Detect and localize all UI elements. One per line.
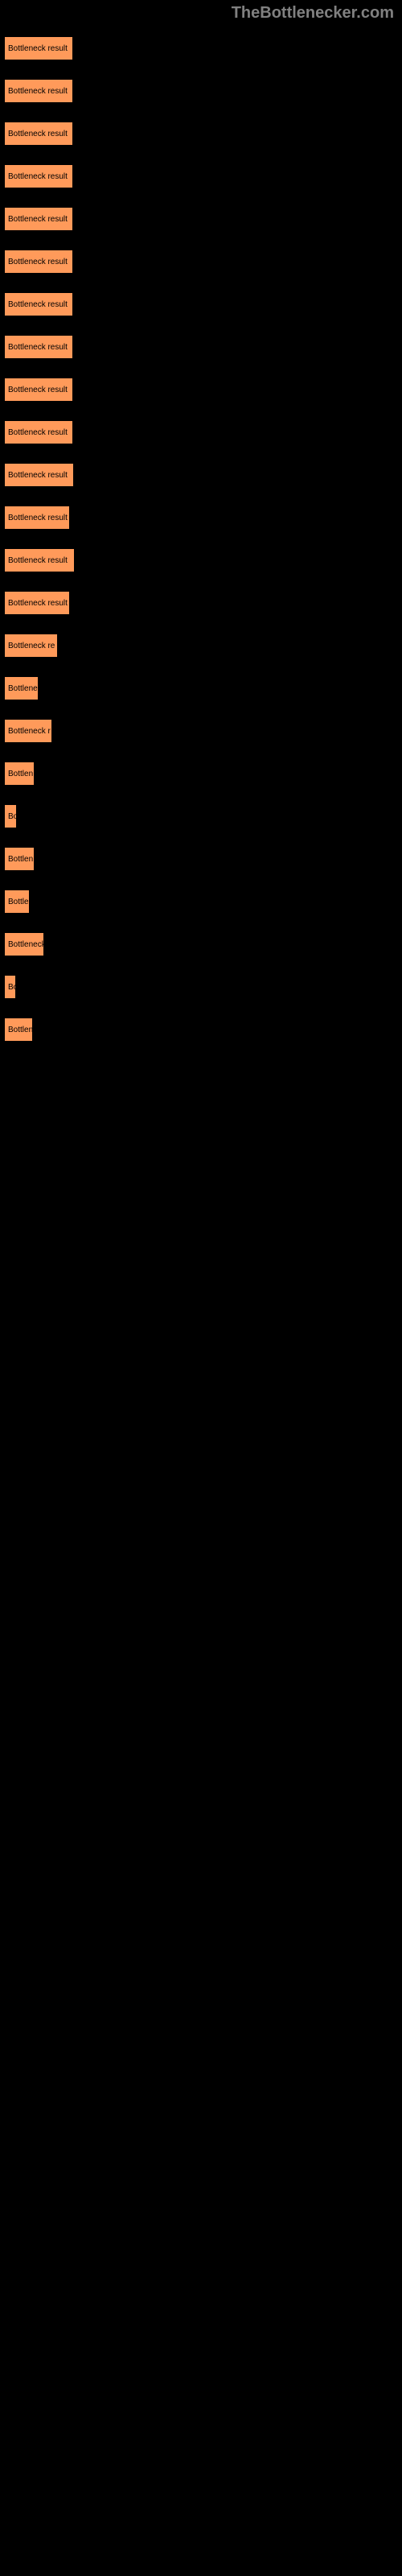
- chart-bar: Bottleneck result: [4, 420, 73, 444]
- bar-chart: Bottleneck result Bottleneck result Bottle…: [0, 36, 402, 1042]
- bar-label: Bottleneck result: [8, 514, 68, 522]
- chart-bar: Bottleneck: [4, 932, 44, 956]
- bar-label: Bottleneck result: [8, 300, 68, 309]
- site-header: TheBottlenecker.com: [232, 4, 394, 23]
- chart-bar: Bo: [4, 804, 17, 828]
- chart-bar: Bottleneck result: [4, 591, 70, 615]
- chart-bar: Bottlen: [4, 1018, 33, 1042]
- bar-row: Bottleneck result: [4, 292, 402, 316]
- chart-bar: Bottleneck result: [4, 79, 73, 103]
- bar-row: Bottleneck result: [4, 420, 402, 444]
- chart-bar: Bott: [4, 975, 16, 999]
- bar-row: Bottleneck result: [4, 463, 402, 487]
- bar-label: Bottleneck re: [8, 642, 55, 650]
- bar-row: Bottleneck result: [4, 122, 402, 146]
- bar-row: Bo: [4, 804, 402, 828]
- chart-bar: Bottleneck result: [4, 378, 73, 402]
- bar-row: Bottlen: [4, 1018, 402, 1042]
- chart-bar: Bottleneck result: [4, 122, 73, 146]
- bar-label: Bottlen: [8, 855, 33, 864]
- bar-label: Bottle: [8, 898, 29, 906]
- bar-label: Bottleneck result: [8, 172, 68, 181]
- bar-label: Bo: [8, 812, 17, 821]
- chart-bar: Bottleneck result: [4, 463, 74, 487]
- chart-bar: Bottlen: [4, 762, 35, 786]
- bar-label: Bottleneck result: [8, 258, 68, 266]
- bar-row: Bottlen: [4, 847, 402, 871]
- chart-bar: Bottleneck result: [4, 506, 70, 530]
- bar-row: Bottleneck result: [4, 506, 402, 530]
- bar-label: Bottleneck result: [8, 471, 68, 480]
- bar-label: Bottleneck result: [8, 599, 68, 608]
- chart-bar: Bottleneck result: [4, 36, 73, 60]
- bar-label: Bottleneck result: [8, 556, 68, 565]
- bar-row: Bottleneck result: [4, 164, 402, 188]
- bar-label: Bottleneck result: [8, 215, 68, 224]
- bar-row: Bottle: [4, 890, 402, 914]
- bar-label: Bottleneck: [8, 940, 44, 949]
- bar-label: Bottleneck result: [8, 44, 68, 53]
- bar-row: Bottleneck result: [4, 250, 402, 274]
- bar-row: Bottlen: [4, 762, 402, 786]
- bar-row: Bottleneck result: [4, 79, 402, 103]
- bar-label: Bott: [8, 983, 16, 992]
- chart-bar: Bottle: [4, 890, 30, 914]
- bar-label: Bottleneck result: [8, 130, 68, 138]
- bar-label: Bottlen: [8, 1026, 33, 1034]
- bar-label: Bottleneck result: [8, 87, 68, 96]
- bar-row: Bottleneck result: [4, 335, 402, 359]
- bar-row: Bottleneck r: [4, 719, 402, 743]
- chart-bar: Bottleneck result: [4, 164, 73, 188]
- bar-row: Bottleneck result: [4, 591, 402, 615]
- chart-bar: Bottleneck result: [4, 207, 73, 231]
- bar-row: Bottleneck result: [4, 207, 402, 231]
- bar-row: Bottleneck result: [4, 36, 402, 60]
- chart-bar: Bottleneck result: [4, 292, 73, 316]
- bar-label: Bottlene: [8, 684, 38, 693]
- bar-label: Bottlen: [8, 770, 33, 778]
- chart-bar: Bottlene: [4, 676, 39, 700]
- chart-bar: Bottleneck result: [4, 335, 73, 359]
- chart-bar: Bottleneck re: [4, 634, 58, 658]
- chart-bar: Bottlen: [4, 847, 35, 871]
- bar-row: Bott: [4, 975, 402, 999]
- bar-row: Bottleneck result: [4, 378, 402, 402]
- bar-label: Bottleneck result: [8, 386, 68, 394]
- bar-row: Bottleneck re: [4, 634, 402, 658]
- bar-row: Bottleneck result: [4, 548, 402, 572]
- bar-label: Bottleneck r: [8, 727, 51, 736]
- chart-bar: Bottleneck result: [4, 250, 73, 274]
- bar-row: Bottlene: [4, 676, 402, 700]
- chart-bar: Bottleneck r: [4, 719, 52, 743]
- chart-bar: Bottleneck result: [4, 548, 75, 572]
- bar-row: Bottleneck: [4, 932, 402, 956]
- bar-label: Bottleneck result: [8, 343, 68, 352]
- bar-label: Bottleneck result: [8, 428, 68, 437]
